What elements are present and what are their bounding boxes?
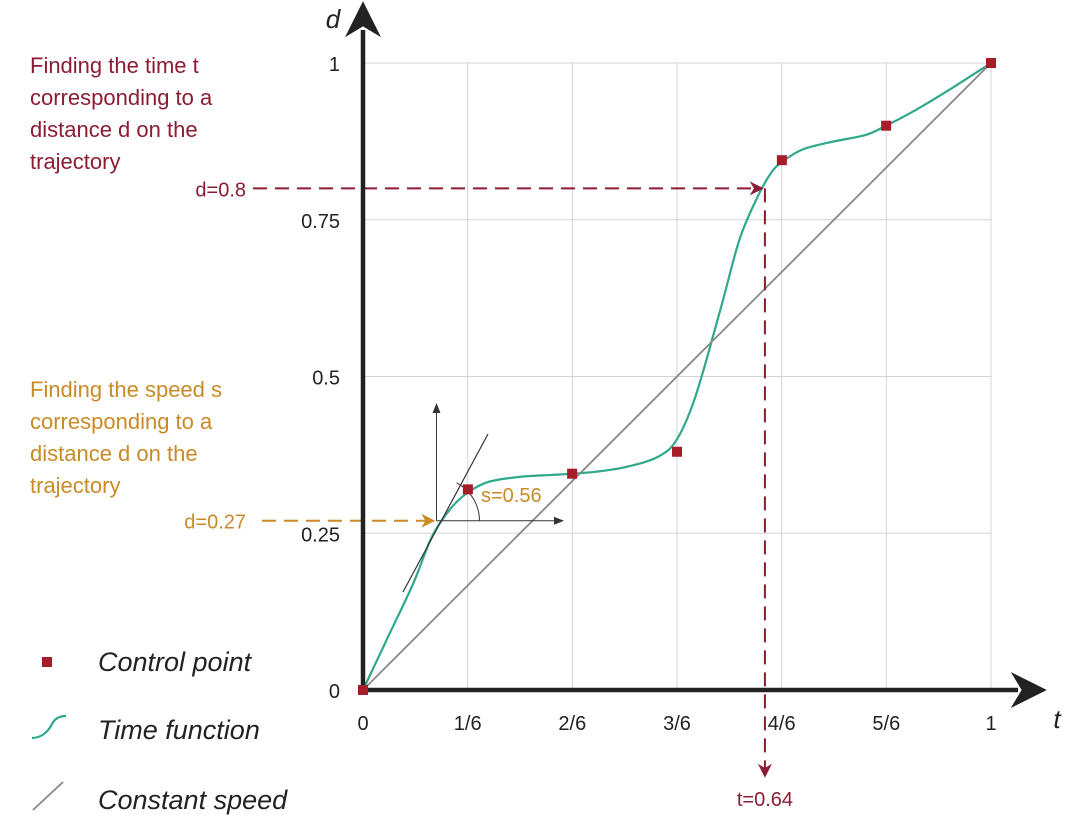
y-tick-label-0: 0 xyxy=(329,681,340,703)
legend-swatch-time-function xyxy=(31,714,67,740)
legend-label-control-point: Control point xyxy=(98,647,253,677)
tangent-line xyxy=(402,433,489,593)
x-tick-label-4: 4/6 xyxy=(768,713,796,735)
time-lookup-d-label: d=0.8 xyxy=(195,179,246,201)
control-points xyxy=(358,58,996,695)
control-point-5 xyxy=(881,120,892,131)
x-axis-label: t xyxy=(1053,704,1062,734)
labels: 0 1/6 2/6 3/6 4/6 5/6 1 0 0.25 0.5 0.75 1 t d xyxy=(301,4,1062,735)
x-tick-label-2: 2/6 xyxy=(558,713,586,735)
speed-lookup-d-label: d=0.27 xyxy=(184,512,246,534)
series-time-function xyxy=(362,62,992,691)
control-point-3 xyxy=(672,446,682,457)
x-tick-label-5: 5/6 xyxy=(872,713,900,735)
control-point-6 xyxy=(986,58,996,68)
y-tick-label-2: 0.5 xyxy=(312,368,340,390)
legend-label-constant-speed: Constant speed xyxy=(98,785,288,815)
series-constant-speed xyxy=(362,62,992,691)
time-lookup-t-label: t=0.64 xyxy=(737,789,793,811)
legend-label-time-function: Time function xyxy=(98,715,260,745)
series xyxy=(362,62,992,691)
time-lookup-note: Finding the time t corresponding to a di… xyxy=(30,53,213,174)
control-point-2 xyxy=(567,468,578,479)
x-tick-label-0: 0 xyxy=(357,713,368,735)
control-point-0 xyxy=(358,685,368,695)
x-tick-label-1: 1/6 xyxy=(454,713,482,735)
speed-angle-arc xyxy=(456,482,480,521)
y-tick-label-4: 1 xyxy=(329,54,340,76)
speed-lookup-s-label: s=0.56 xyxy=(481,485,542,507)
x-tick-label-6: 1 xyxy=(985,713,996,735)
legend-swatch-control-point xyxy=(42,657,52,667)
y-axis-label: d xyxy=(326,4,342,34)
control-point-1 xyxy=(462,484,473,495)
control-point-4 xyxy=(776,155,787,166)
legend-swatch-constant-speed xyxy=(32,781,64,811)
legend: Control point Time function Constant speed xyxy=(31,647,288,815)
x-tick-label-3: 3/6 xyxy=(663,713,691,735)
y-tick-label-1: 0.25 xyxy=(301,524,340,546)
y-tick-label-3: 0.75 xyxy=(301,211,340,233)
annotations: d=0.8 t=0.64 d=0.27 s=0.56 xyxy=(184,179,793,811)
axes xyxy=(345,1,1047,708)
speed-lookup-note: Finding the speed s corresponding to a d… xyxy=(30,377,223,498)
